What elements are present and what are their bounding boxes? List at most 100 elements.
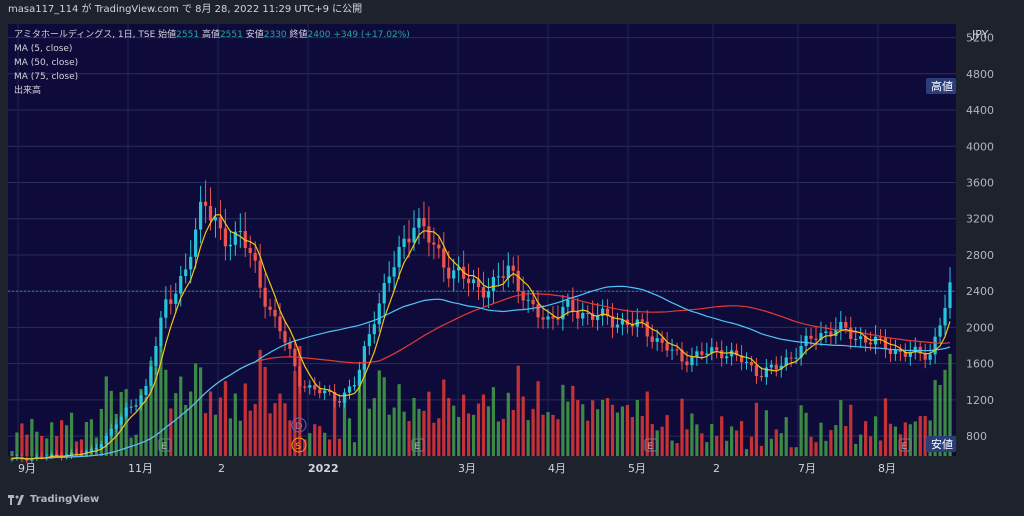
time-tick-label: 2 — [713, 462, 720, 475]
volume-bar — [908, 424, 912, 456]
candle-body — [382, 283, 386, 304]
volume-bar — [323, 432, 327, 456]
volume-bar — [298, 346, 302, 456]
candle-body — [422, 218, 426, 227]
volume-bar — [362, 362, 366, 456]
close-label: 終値 — [289, 30, 308, 40]
volume-bar — [55, 435, 59, 456]
volume-bar — [253, 404, 257, 456]
candle-body — [417, 218, 421, 228]
candle-body — [10, 458, 14, 460]
volume-bar — [45, 438, 49, 456]
candle-body — [238, 231, 242, 233]
volume-bar — [154, 367, 158, 456]
ma50-legend[interactable]: MA (50, close) — [14, 58, 79, 68]
volume-bar — [854, 443, 858, 456]
volume-bar — [79, 439, 84, 456]
volume-bar — [377, 370, 381, 456]
volume-bar — [809, 436, 813, 456]
candle-body — [516, 270, 520, 292]
volume-bar — [774, 429, 778, 456]
candle-body — [452, 270, 456, 279]
candle-body — [764, 367, 768, 378]
publish-info: masa117_114 が TradingView.com で 8月 28, 2… — [8, 4, 363, 15]
candle-body — [769, 364, 773, 368]
candle-body — [581, 312, 585, 319]
candle-body — [303, 386, 307, 388]
candle-body — [605, 308, 610, 317]
price-tick-label: 5200 — [966, 32, 994, 45]
candle-body — [675, 349, 679, 351]
candle-body — [551, 316, 555, 319]
candle-body — [481, 287, 486, 298]
currency-label: JPY — [971, 28, 989, 41]
candle-body — [680, 349, 684, 362]
candle-body — [313, 385, 317, 390]
volume-bar — [462, 394, 466, 456]
candle-body — [700, 351, 704, 355]
candle-body — [377, 303, 381, 325]
candle-body — [50, 454, 54, 457]
volume-bar — [948, 353, 952, 456]
volume-bar — [630, 417, 634, 456]
volume-bar — [938, 384, 942, 456]
volume-bar — [516, 365, 520, 456]
volume-bar — [427, 391, 431, 456]
candle-body — [407, 238, 411, 243]
ma75-legend[interactable]: MA (75, close) — [14, 72, 79, 82]
candle-body — [943, 308, 947, 326]
tradingview-brand[interactable]: TradingView — [8, 494, 99, 505]
volume-bar — [481, 394, 486, 456]
volume-bar — [10, 451, 14, 456]
volume-bar — [139, 388, 143, 456]
candle-body — [586, 312, 590, 314]
candle-body — [655, 338, 659, 342]
candle-body — [397, 246, 401, 268]
candle-body — [650, 336, 654, 342]
volume-bar — [650, 424, 654, 456]
price-chart[interactable]: 800 1200 1600 2000 2400 2800 3200 3600 4000 4400 4… — [8, 24, 1018, 484]
candle-body — [938, 325, 942, 337]
candle-body — [248, 248, 252, 253]
volume-bar — [640, 416, 644, 456]
candle-body — [799, 345, 803, 358]
volume-bar — [392, 407, 396, 456]
high-label: 高値 — [201, 30, 220, 40]
volume-bar — [615, 412, 620, 456]
candle-body — [109, 428, 113, 436]
candle-body — [432, 242, 436, 245]
candle-body — [591, 313, 595, 320]
volume-bar — [382, 377, 386, 456]
candle-body — [104, 435, 108, 445]
volume-bar — [69, 412, 74, 456]
volume-bar — [144, 397, 148, 456]
candle-body — [134, 405, 138, 407]
volume-legend[interactable]: 出来高 — [14, 86, 42, 96]
time-axis-bg — [8, 456, 956, 484]
candle-body — [79, 452, 84, 454]
candle-body — [298, 366, 302, 387]
candle-body — [501, 276, 505, 278]
candle-body — [179, 276, 183, 294]
candle-body — [556, 318, 560, 320]
candle-body — [268, 306, 272, 310]
volume-bar — [332, 396, 337, 456]
volume-bar — [476, 403, 481, 456]
volume-bar — [764, 410, 768, 456]
ma5-legend[interactable]: MA (5, close) — [14, 44, 73, 54]
candle-body — [546, 316, 550, 320]
candle-body — [541, 317, 545, 320]
candle-body — [526, 299, 530, 301]
candle-body — [412, 227, 416, 243]
volume-bar — [561, 384, 565, 456]
volume-bar — [804, 412, 808, 456]
volume-bar — [25, 434, 29, 456]
candle-body — [342, 392, 347, 403]
candle-body — [25, 459, 29, 461]
candle-body — [35, 456, 39, 458]
event-marker-label: S — [296, 442, 302, 452]
candle-body — [695, 351, 699, 358]
candle-body — [705, 353, 709, 355]
candle-body — [948, 282, 952, 309]
price-tick-label: 3200 — [966, 213, 994, 226]
